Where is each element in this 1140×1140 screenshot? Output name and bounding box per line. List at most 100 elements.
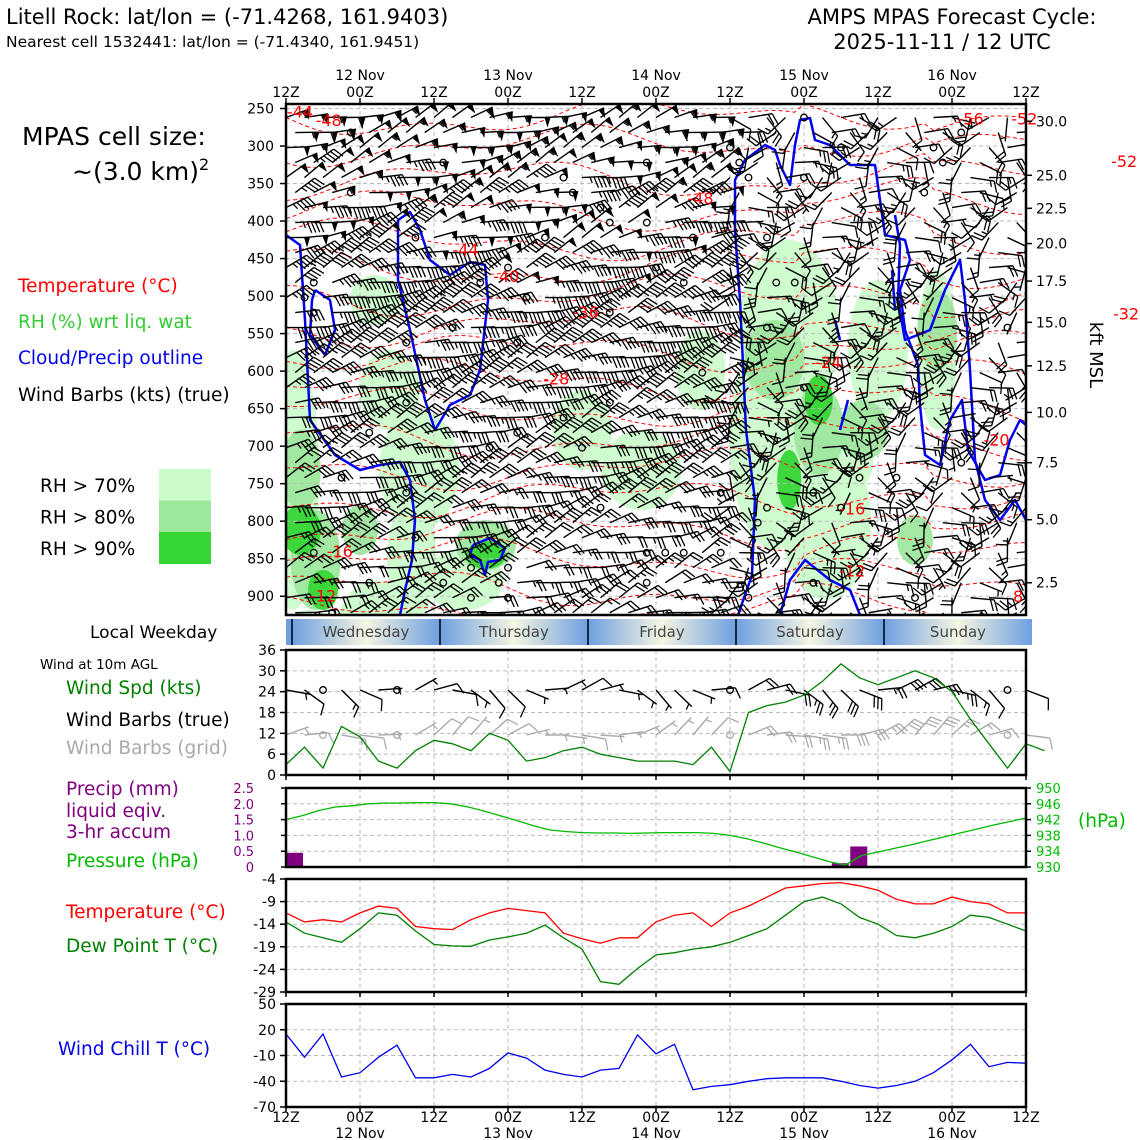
- wind-barb: [350, 541, 382, 554]
- wind-barb-shaft: [359, 257, 383, 269]
- wind-barb-full: [355, 321, 365, 331]
- wind-barb-full: [338, 525, 350, 534]
- wind-barb-shaft: [322, 138, 346, 149]
- wind-barb-calm: [309, 308, 318, 317]
- wind-barb-shaft: [304, 434, 326, 449]
- rh-area-29: [744, 320, 805, 400]
- wind-barb-shaft: [322, 230, 347, 239]
- wind-barb-half: [339, 279, 345, 285]
- wind-barb: [286, 346, 317, 362]
- wind-barb-shaft: [350, 147, 370, 164]
- wind-barb-half: [338, 247, 345, 252]
- wind-barb-full: [324, 434, 335, 443]
- wind-barb-full: [328, 449, 340, 457]
- wind-barb-full: [317, 485, 326, 496]
- wind-barb-full: [337, 489, 344, 501]
- wind-barb-shaft: [341, 431, 361, 449]
- wind-barb-shaft: [286, 551, 305, 569]
- wind-barb-full: [348, 540, 359, 549]
- wind-barb-half: [292, 293, 299, 299]
- wind-barb-shaft: [331, 538, 353, 554]
- wind-barb-calm: [300, 293, 309, 302]
- wind-barb-half: [353, 526, 360, 532]
- wind-barb: [332, 581, 362, 593]
- rh-area-8: [338, 580, 412, 615]
- wind-barb-pennant: [300, 163, 309, 174]
- wind-barb-full: [360, 296, 367, 309]
- wind-barb-full: [342, 523, 353, 531]
- legend-barbs: Wind Barbs (kts) (true): [18, 385, 230, 406]
- wind-barb-half: [356, 336, 363, 342]
- wind-barb-full: [362, 310, 369, 322]
- rh-legend-label-0: RH > 70%: [40, 476, 135, 497]
- wind-barb-half: [307, 542, 314, 548]
- wind-barb-full: [309, 327, 315, 339]
- cycle-date: 2025-11-11 / 12 UTC: [833, 30, 1051, 54]
- wind-barb-full: [365, 239, 377, 247]
- wind-barb-pennant: [303, 237, 310, 248]
- wind-barb-full: [362, 401, 369, 413]
- wind-barb-full: [301, 506, 308, 518]
- wind-barb-full: [362, 280, 369, 292]
- wind-barb-full: [351, 492, 357, 504]
- wind-barb-full: [364, 207, 371, 219]
- temperature-contour: [286, 246, 1026, 289]
- wind-barb-half: [306, 430, 311, 438]
- wind-barb-full: [361, 253, 372, 262]
- wind-barb-shaft: [304, 113, 329, 119]
- wind-barb-full: [296, 201, 306, 212]
- wind-barb-full: [347, 492, 353, 504]
- wind-barb-half: [328, 579, 334, 586]
- wind-barb-half: [320, 144, 325, 151]
- wind-barb: [359, 169, 384, 181]
- wind-barb-full: [356, 386, 363, 398]
- wind-barb-half: [356, 246, 363, 252]
- wind-barb-full: [321, 467, 332, 476]
- wind-barb-full: [334, 206, 341, 218]
- nearest-cell-line: Nearest cell 1532441: lat/lon = (-71.434…: [6, 33, 419, 51]
- wind-barb-full: [367, 602, 378, 611]
- wind-barb-full: [332, 357, 344, 366]
- wind-barb-full: [305, 327, 311, 339]
- wind-barb-full: [301, 464, 313, 473]
- wind-barb-full: [329, 401, 335, 413]
- wind-barb-shaft: [286, 530, 310, 539]
- wind-barb-full: [375, 225, 387, 233]
- wind-barb-shaft: [350, 326, 370, 344]
- wind-barb-full: [306, 284, 317, 294]
- wind-barb-full: [353, 361, 363, 371]
- wind-barb-pennant: [331, 222, 338, 233]
- wind-barb-full: [316, 257, 328, 265]
- wind-barb-half: [298, 467, 305, 472]
- wind-barb-shaft: [331, 361, 354, 374]
- wind-barb: [322, 523, 353, 539]
- wind-barb-full: [326, 362, 337, 371]
- wind-barb-half: [376, 115, 381, 122]
- wind-barb-full: [335, 527, 347, 536]
- wind-barb-half: [343, 402, 347, 409]
- wind-barb-half: [338, 506, 342, 514]
- wind-barb-full: [301, 554, 312, 562]
- wind-barb-half: [318, 530, 324, 536]
- wind-barb: [341, 342, 371, 359]
- wind-barb-shaft: [359, 169, 384, 179]
- wind-barb: [332, 220, 357, 232]
- wind-barb-half: [348, 187, 353, 194]
- wind-barb-full: [371, 206, 378, 218]
- wind-barb: [313, 447, 343, 464]
- wind-barb: [322, 251, 352, 269]
- wind-barb: [341, 165, 365, 179]
- wind-barb-full: [368, 455, 378, 465]
- wind-barb-half: [364, 604, 370, 610]
- wind-barb-calm: [346, 128, 355, 137]
- wind-barb: [322, 162, 346, 179]
- wind-barb-full: [357, 344, 368, 353]
- wind-barb-shaft: [331, 237, 352, 254]
- wind-barb-full: [310, 359, 322, 367]
- wind-barb-full: [345, 469, 354, 480]
- wind-barb: [341, 521, 371, 539]
- wind-barb-full: [341, 470, 350, 481]
- wind-barb-full: [350, 274, 360, 285]
- wind-barb-shaft: [294, 356, 315, 374]
